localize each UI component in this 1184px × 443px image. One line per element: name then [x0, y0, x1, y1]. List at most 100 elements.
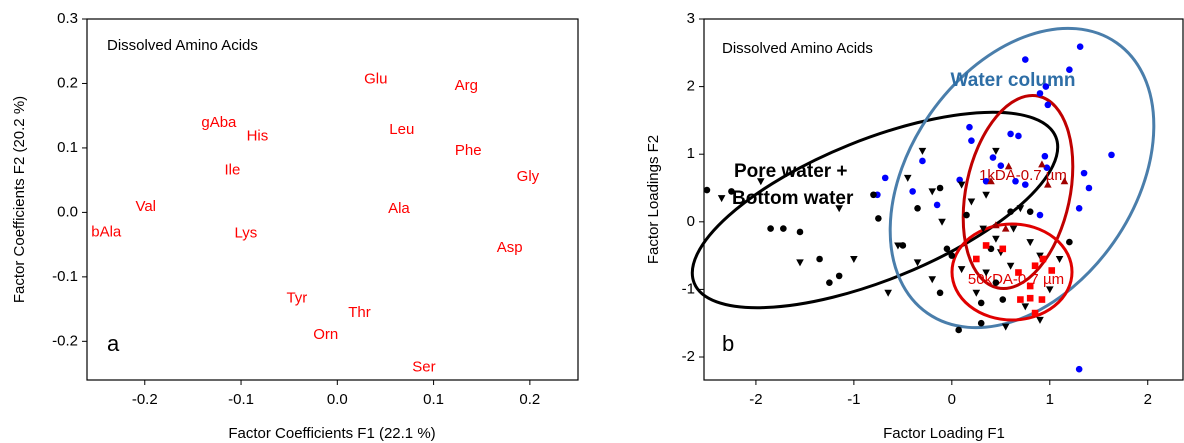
annotation: Dissolved Amino Acids — [107, 37, 258, 54]
x-axis-label: Factor Coefficients F1 (22.1 %) — [228, 425, 435, 442]
x-axis-label: Factor Loading F1 — [883, 425, 1005, 442]
point — [948, 252, 956, 259]
point — [1108, 151, 1115, 159]
point — [955, 326, 962, 334]
point — [997, 162, 1005, 169]
point — [1004, 162, 1013, 170]
point — [1038, 160, 1046, 168]
point — [919, 157, 926, 165]
point-label: Arg — [455, 77, 478, 94]
x-tick-label: -1 — [847, 391, 860, 408]
annotation: Water column — [951, 70, 1076, 91]
point — [1044, 101, 1052, 109]
point — [1036, 316, 1044, 324]
point — [968, 137, 975, 144]
point — [966, 123, 973, 131]
x-tick-label: 0 — [948, 391, 956, 408]
point — [1080, 169, 1088, 177]
annotation: 50kDA-0.7 µm — [968, 271, 1064, 288]
point — [1075, 204, 1083, 212]
point — [999, 245, 1007, 253]
point — [1048, 267, 1056, 274]
point — [884, 289, 892, 297]
point-label: Leu — [389, 121, 414, 138]
point-label: Ser — [412, 359, 435, 376]
point — [1006, 262, 1015, 270]
annotation: Pore water + — [734, 161, 848, 182]
point — [982, 242, 990, 249]
point — [987, 177, 995, 185]
point — [1044, 180, 1052, 188]
point — [992, 235, 1000, 243]
point — [992, 147, 1000, 155]
point — [703, 186, 711, 194]
annotation: Bottom water — [732, 188, 854, 209]
point — [1031, 309, 1039, 317]
group-ellipse — [888, 26, 1156, 330]
point — [982, 177, 990, 185]
point — [989, 154, 997, 161]
point — [1021, 181, 1029, 188]
y-tick-label: -0.1 — [52, 268, 78, 285]
point — [870, 191, 877, 199]
point-label: Val — [135, 198, 156, 215]
point — [1043, 164, 1051, 172]
point — [816, 255, 823, 263]
annotation: Dissolved Amino Acids — [722, 40, 873, 57]
annotation: b — [722, 331, 734, 356]
point — [982, 269, 990, 277]
point-label: bAla — [91, 223, 122, 240]
x-tick-label: -0.1 — [228, 391, 254, 408]
y-tick-label: 3 — [687, 10, 695, 27]
point — [1015, 132, 1022, 140]
point-label: Gly — [517, 168, 540, 185]
point — [992, 279, 1000, 286]
y-tick-label: -2 — [682, 348, 695, 365]
plot-frame — [86, 18, 579, 381]
point — [1007, 208, 1014, 215]
point — [1066, 238, 1073, 246]
point — [1026, 239, 1034, 247]
point — [835, 205, 843, 213]
y-tick-label: 2 — [687, 78, 695, 95]
x-tick-label: 0.0 — [327, 391, 348, 408]
point-label: Lys — [234, 225, 257, 242]
point — [928, 276, 937, 284]
point — [1045, 286, 1054, 294]
point — [1001, 323, 1010, 331]
y-tick-label: 0.0 — [57, 203, 78, 220]
point — [1041, 152, 1049, 160]
point — [938, 218, 946, 226]
point — [1066, 66, 1073, 74]
annotation: a — [107, 331, 120, 356]
point — [1075, 365, 1083, 373]
point-label: Ala — [388, 200, 410, 217]
x-tick-label: 2 — [1144, 391, 1152, 408]
point — [936, 289, 944, 297]
point — [1055, 255, 1064, 263]
point — [1009, 225, 1018, 233]
point — [999, 296, 1007, 303]
point-label: gAba — [201, 114, 237, 131]
point — [928, 188, 937, 196]
point — [1042, 83, 1050, 90]
point — [780, 225, 787, 232]
point — [977, 299, 985, 307]
y-tick-label: 0.1 — [57, 139, 78, 156]
point-label: Tyr — [286, 290, 307, 307]
point — [1036, 211, 1044, 219]
x-tick-label: 0.1 — [423, 391, 444, 408]
point — [963, 211, 970, 219]
point-label: His — [247, 127, 269, 144]
point — [957, 181, 966, 189]
point — [972, 289, 981, 297]
point — [933, 201, 941, 209]
point-label: Orn — [313, 326, 338, 343]
point — [1039, 255, 1047, 263]
point — [909, 188, 916, 195]
point — [796, 259, 804, 267]
y-tick-label: 1 — [687, 145, 695, 162]
group-ellipse — [950, 222, 1074, 322]
point — [903, 174, 912, 182]
point — [875, 215, 882, 222]
